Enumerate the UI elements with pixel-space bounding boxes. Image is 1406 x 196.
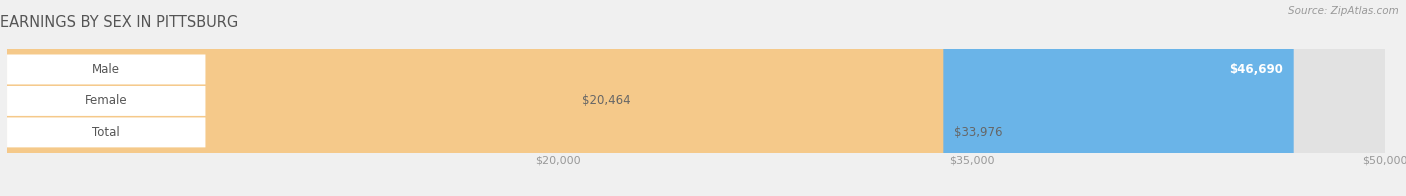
FancyBboxPatch shape: [7, 0, 1294, 196]
FancyBboxPatch shape: [7, 86, 205, 116]
Text: Male: Male: [93, 63, 121, 76]
FancyBboxPatch shape: [7, 0, 1385, 196]
Text: $20,464: $20,464: [582, 94, 631, 107]
Text: $33,976: $33,976: [955, 126, 1002, 139]
Text: $46,690: $46,690: [1229, 63, 1282, 76]
FancyBboxPatch shape: [7, 117, 205, 147]
Text: EARNINGS BY SEX IN PITTSBURG: EARNINGS BY SEX IN PITTSBURG: [0, 15, 239, 30]
Text: Total: Total: [93, 126, 120, 139]
Text: Source: ZipAtlas.com: Source: ZipAtlas.com: [1288, 6, 1399, 16]
Text: Female: Female: [84, 94, 128, 107]
FancyBboxPatch shape: [7, 0, 1385, 196]
FancyBboxPatch shape: [7, 54, 205, 84]
FancyBboxPatch shape: [7, 0, 806, 196]
FancyBboxPatch shape: [7, 0, 943, 196]
FancyBboxPatch shape: [7, 0, 1385, 196]
